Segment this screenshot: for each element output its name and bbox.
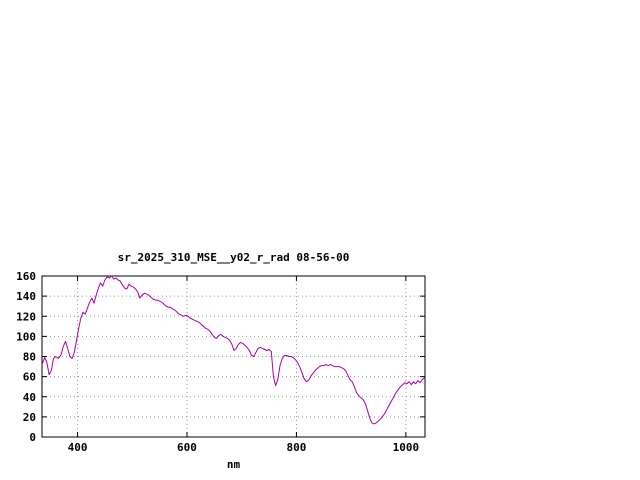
- y-tick-label: 120: [16, 310, 36, 323]
- x-axis-label: nm: [226, 458, 241, 471]
- x-tick-label: 400: [68, 441, 88, 454]
- spectrum-line: [41, 275, 425, 425]
- plot-border: [41, 275, 426, 438]
- y-tick-label: 100: [16, 330, 36, 343]
- y-tick-label: 60: [23, 371, 36, 384]
- x-tick-label: 800: [286, 441, 306, 454]
- y-tick-label: 80: [23, 351, 36, 364]
- y-tick-label: 0: [29, 431, 36, 444]
- y-tick-label: 140: [16, 290, 36, 303]
- y-tick-label: 20: [23, 411, 36, 424]
- x-tick-label: 600: [177, 441, 197, 454]
- y-tick-label: 40: [23, 391, 36, 404]
- chart-title: sr_2025_310_MSE__y02_r_rad 08-56-00: [117, 251, 350, 264]
- y-tick-label: 160: [16, 270, 36, 283]
- x-tick-label: 1000: [393, 441, 420, 454]
